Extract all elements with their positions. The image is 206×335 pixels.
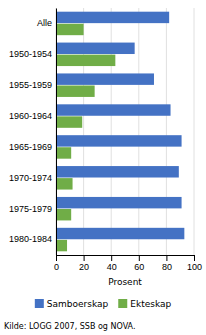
bar xyxy=(56,135,182,146)
bar-series xyxy=(56,12,184,240)
y-axis: Alle 1950-1954 1955-1959 1960-1964 1965-1969… xyxy=(9,9,57,256)
bar xyxy=(56,228,184,239)
x-tick-mark xyxy=(111,255,112,261)
chart: 0 20 40 60 80 100 Alle 1950-1954 1955-1959 1960-1… xyxy=(0,0,206,335)
x-tick-label: 60 xyxy=(134,262,144,272)
x-axis: 0 20 40 60 80 100 xyxy=(54,255,202,272)
bar xyxy=(56,12,169,23)
y-axis-line xyxy=(56,9,57,256)
x-tick-label: 40 xyxy=(107,262,117,272)
y-tick-label: Alle xyxy=(37,18,52,28)
x-tick: 80 xyxy=(162,255,172,272)
bar xyxy=(56,166,179,177)
x-tick: 40 xyxy=(107,255,117,272)
x-tick-mark xyxy=(194,255,195,261)
grid xyxy=(56,8,194,255)
bar xyxy=(56,55,115,66)
y-tick: 1980-1984 xyxy=(9,234,56,244)
y-tick: 1960-1964 xyxy=(9,111,56,121)
x-tick-label: 20 xyxy=(79,262,89,272)
x-tick: 100 xyxy=(187,255,202,272)
x-tick: 60 xyxy=(134,255,144,272)
grid-line xyxy=(194,8,195,255)
y-tick-label: 1955-1959 xyxy=(9,80,52,90)
y-tick: 1955-1959 xyxy=(9,80,56,90)
bar xyxy=(56,104,171,115)
y-tick: Alle xyxy=(37,18,56,28)
bars xyxy=(56,12,184,252)
y-tick-label: 1980-1984 xyxy=(9,234,52,244)
y-tick-label: 1950-1954 xyxy=(9,49,52,59)
y-tick: 1950-1954 xyxy=(9,49,56,59)
grid-line xyxy=(56,8,57,255)
footnote: Kilde: LOGG 2007, SSB og NOVA. xyxy=(4,322,135,331)
y-tick-label: 1965-1969 xyxy=(9,142,52,152)
x-tick-label: 0 xyxy=(54,262,59,272)
x-tick-mark xyxy=(84,255,85,261)
x-tick-label: 100 xyxy=(187,262,202,272)
y-tick: 1970-1974 xyxy=(9,173,56,183)
y-tick-label: 1970-1974 xyxy=(9,173,52,183)
plot: 0 20 40 60 80 100 Alle 1950-1954 1955-1959 1960-1… xyxy=(9,8,202,272)
bar xyxy=(56,116,82,127)
grid-line xyxy=(166,8,167,255)
legend-label: Ekteskap xyxy=(130,299,171,309)
x-tick-mark xyxy=(139,255,140,261)
bar xyxy=(56,197,182,208)
bar xyxy=(56,240,67,251)
x-tick-mark xyxy=(56,255,57,261)
legend-item: Ekteskap xyxy=(118,299,171,309)
x-tick-label: 80 xyxy=(162,262,172,272)
legend-item: Samboerskap xyxy=(35,299,109,309)
bar xyxy=(56,178,73,189)
x-axis-line xyxy=(57,255,195,256)
bar xyxy=(56,85,95,96)
legend: Samboerskap Ekteskap xyxy=(35,299,172,309)
legend-swatch xyxy=(118,299,127,308)
bar xyxy=(56,73,154,84)
bar xyxy=(56,147,71,158)
bar xyxy=(56,209,71,220)
grid-line xyxy=(138,8,139,255)
y-tick: 1965-1969 xyxy=(9,142,56,152)
bar-series xyxy=(56,24,115,252)
x-axis-title: Prosent xyxy=(108,277,142,287)
y-tick-label: 1960-1964 xyxy=(9,111,52,121)
bar xyxy=(56,43,135,54)
x-tick: 20 xyxy=(79,255,89,272)
x-tick: 0 xyxy=(54,255,59,272)
y-tick: 1975-1979 xyxy=(9,204,56,214)
bar xyxy=(56,24,84,35)
legend-swatch xyxy=(35,299,44,308)
x-tick-mark xyxy=(166,255,167,261)
y-tick-label: 1975-1979 xyxy=(9,204,52,214)
legend-label: Samboerskap xyxy=(47,299,109,309)
